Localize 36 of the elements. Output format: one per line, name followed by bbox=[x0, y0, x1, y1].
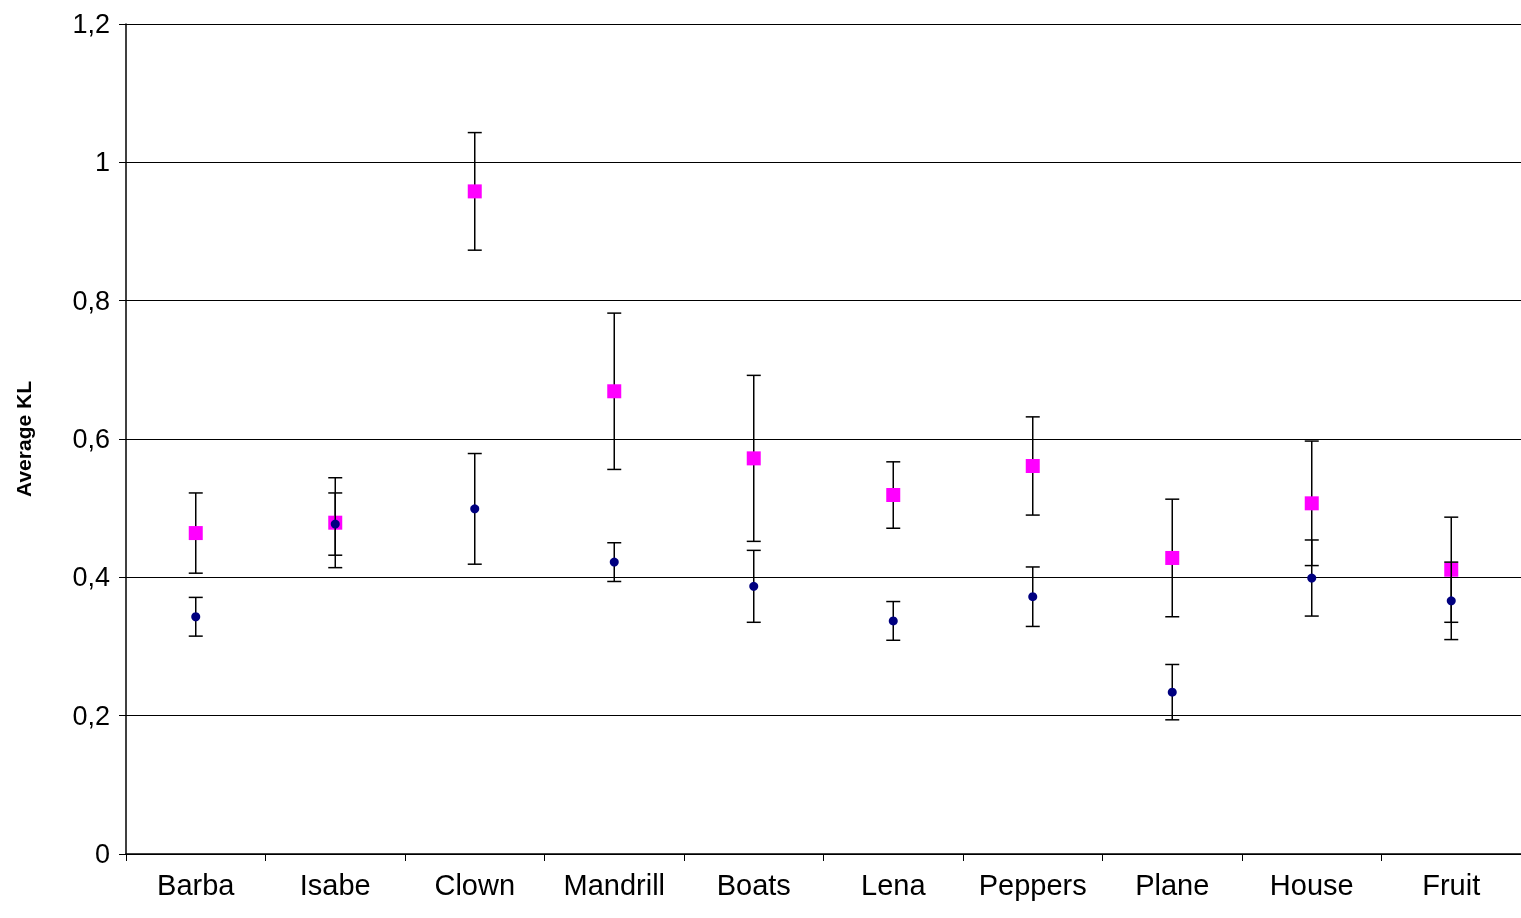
x-tick-label: Boats bbox=[716, 868, 791, 901]
point bbox=[746, 451, 761, 466]
point bbox=[1167, 687, 1177, 697]
point bbox=[1028, 592, 1038, 602]
point bbox=[1444, 562, 1459, 577]
point bbox=[191, 612, 201, 622]
y-axis-title: Average KL bbox=[12, 380, 35, 497]
x-tick-label: Fruit bbox=[1422, 868, 1481, 901]
point bbox=[609, 557, 619, 567]
y-tick-label: 1 bbox=[94, 147, 110, 178]
point bbox=[1165, 550, 1180, 565]
y-tick-label: 0,6 bbox=[72, 424, 110, 454]
point bbox=[886, 488, 901, 503]
x-tick-label: Isabe bbox=[299, 868, 371, 901]
point bbox=[1446, 596, 1456, 606]
x-tick-label: Peppers bbox=[978, 868, 1087, 901]
x-tick-label: Plane bbox=[1135, 868, 1210, 901]
point bbox=[607, 384, 622, 399]
y-tick-label: 0,4 bbox=[72, 562, 110, 593]
point bbox=[888, 616, 898, 626]
y-tick-label: 0,2 bbox=[72, 700, 110, 731]
x-tick-label: House bbox=[1269, 868, 1354, 901]
x-tick-label: Barba bbox=[157, 868, 236, 901]
y-tick-label: 0,8 bbox=[72, 285, 110, 316]
point bbox=[749, 581, 759, 591]
x-tick-label: Lena bbox=[860, 868, 927, 901]
point bbox=[467, 184, 482, 199]
y-tick-label: 0 bbox=[94, 839, 110, 869]
x-tick-label: Mandrill bbox=[563, 868, 666, 901]
point bbox=[188, 526, 203, 541]
y-tick-label: 1,2 bbox=[72, 9, 110, 39]
point bbox=[470, 504, 480, 514]
x-tick-label: Clown bbox=[434, 868, 516, 901]
point bbox=[1025, 458, 1040, 473]
point bbox=[1307, 573, 1317, 583]
point bbox=[1304, 496, 1319, 511]
